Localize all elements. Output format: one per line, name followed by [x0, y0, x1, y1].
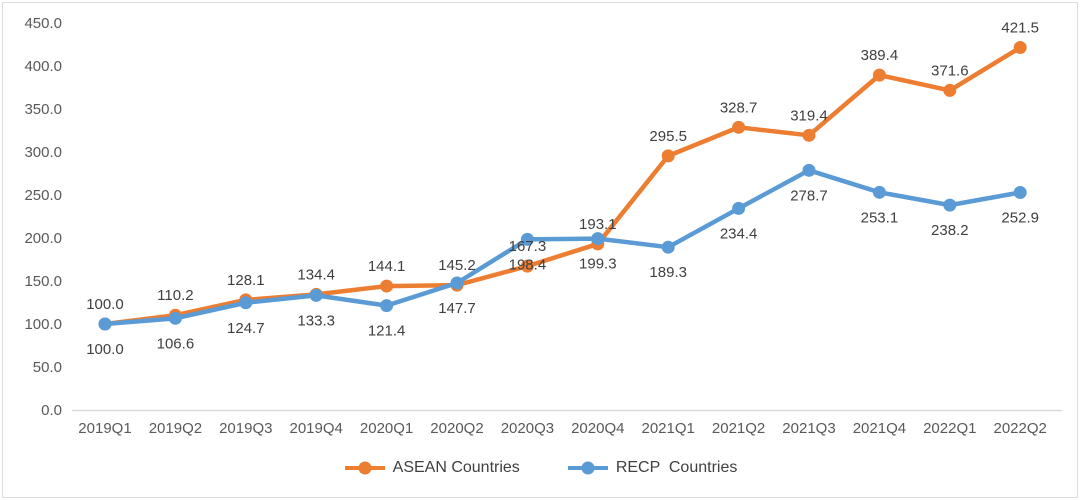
recp-data-point-label: 189.3: [649, 264, 687, 281]
asean-data-point-marker: [732, 120, 746, 134]
recp-data-point-label: 238.2: [931, 222, 969, 239]
asean-data-point-marker: [520, 259, 534, 273]
recp-data-point-marker: [1013, 186, 1027, 200]
x-axis-tick-label: 2021Q2: [712, 420, 765, 437]
recp-data-point-marker: [872, 185, 886, 199]
y-axis-tick-label: 400.0: [24, 58, 62, 75]
asean-data-point-label: 319.4: [790, 107, 828, 124]
recp-data-point-marker: [168, 311, 182, 325]
asean-data-point-label: 144.1: [368, 258, 406, 275]
recp-data-point-label: 100.0: [86, 341, 124, 358]
recp-series-line: [102, 168, 1023, 327]
recp-data-point-label: 106.6: [157, 335, 195, 352]
recp-data-point-label: 199.3: [579, 256, 617, 273]
asean-data-point-marker: [943, 83, 957, 97]
x-axis-tick-label: 2022Q1: [923, 420, 976, 437]
recp-data-point-label: 198.4: [509, 256, 547, 273]
x-axis-tick-label: 2021Q3: [782, 420, 835, 437]
recp-data-point-label: 121.4: [368, 323, 406, 340]
y-axis-tick-label: 250.0: [24, 187, 62, 204]
x-axis-tick-label: 2020Q4: [571, 420, 624, 437]
y-axis-tick-label: 150.0: [24, 273, 62, 290]
recp-data-point-marker: [309, 288, 323, 302]
recp-data-point-label: 253.1: [861, 209, 899, 226]
legend-item-recp: RECP Countries: [566, 459, 738, 477]
recp-data-point-label: 133.3: [297, 312, 335, 329]
recp-data-point-marker: [591, 232, 605, 246]
legend-label-asean: ASEAN Countries: [392, 459, 520, 476]
x-axis-tick-label: 2020Q2: [430, 420, 483, 437]
recp-data-point-marker: [450, 276, 464, 290]
x-axis-tick-label: 2022Q2: [994, 420, 1047, 437]
recp-data-point-marker: [732, 201, 746, 215]
recp-data-point-marker: [802, 163, 816, 177]
recp-data-point-marker: [520, 232, 534, 246]
recp-data-point-label: 124.7: [227, 320, 265, 337]
asean-data-point-marker: [802, 128, 816, 142]
y-axis-tick-label: 0.0: [41, 402, 62, 419]
asean-data-point-label: 167.3: [509, 238, 547, 255]
x-axis-tick-label: 2020Q3: [501, 420, 554, 437]
asean-data-point-label: 128.1: [227, 272, 265, 289]
recp-data-point-label: 234.4: [720, 225, 758, 242]
recp-data-point-marker: [943, 198, 957, 212]
asean-data-point-label: 389.4: [861, 47, 899, 64]
recp-data-point-label: 278.7: [790, 187, 828, 204]
x-axis-tick-label: 2021Q4: [853, 420, 906, 437]
asean-series-line: [102, 45, 1023, 327]
y-axis-tick-label: 350.0: [24, 101, 62, 118]
y-axis-tick-label: 100.0: [24, 316, 62, 333]
asean-data-point-label: 193.1: [579, 216, 617, 233]
recp-data-point-marker: [661, 240, 675, 254]
x-axis-tick-label: 2019Q1: [78, 420, 131, 437]
recp-data-point-label: 147.7: [438, 300, 476, 317]
x-axis-tick-label: 2019Q4: [290, 420, 343, 437]
recp-data-point-marker: [380, 299, 394, 313]
recp-data-point-label: 252.9: [1001, 210, 1039, 227]
x-axis-tick-label: 2020Q1: [360, 420, 413, 437]
y-axis-tick-label: 300.0: [24, 144, 62, 161]
asean-data-point-label: 421.5: [1001, 20, 1039, 37]
asean-data-point-label: 328.7: [720, 99, 758, 116]
asean-data-point-marker: [872, 68, 886, 82]
legend-item-asean: ASEAN Countries: [343, 459, 520, 477]
x-axis-tick-label: 2019Q3: [219, 420, 272, 437]
x-axis-tick-label: 2021Q1: [642, 420, 695, 437]
asean-data-point-marker: [380, 279, 394, 293]
y-axis-tick-label: 200.0: [24, 230, 62, 247]
asean-data-point-label: 295.5: [649, 128, 687, 145]
x-axis-tick-label: 2019Q2: [149, 420, 202, 437]
asean-data-point-label: 371.6: [931, 62, 969, 79]
recp-legend-marker-icon: [567, 461, 608, 475]
recp-data-point-marker: [239, 296, 253, 310]
recp-data-point-marker: [98, 317, 112, 331]
asean-data-point-label: 134.4: [297, 266, 335, 283]
asean-data-point-marker: [661, 149, 675, 163]
asean-data-point-marker: [1013, 41, 1027, 55]
asean-data-point-label: 100.0: [86, 296, 124, 313]
y-axis-tick-label: 50.0: [33, 359, 62, 376]
legend-label-recp: RECP Countries: [615, 459, 738, 476]
asean-legend-marker-icon: [344, 461, 385, 475]
y-axis-tick-label: 450.0: [24, 15, 62, 32]
asean-data-point-label: 110.2: [157, 287, 193, 304]
chart-legend: ASEAN Countries RECP Countries: [0, 459, 1080, 477]
asean-data-point-label: 145.2: [438, 257, 476, 274]
